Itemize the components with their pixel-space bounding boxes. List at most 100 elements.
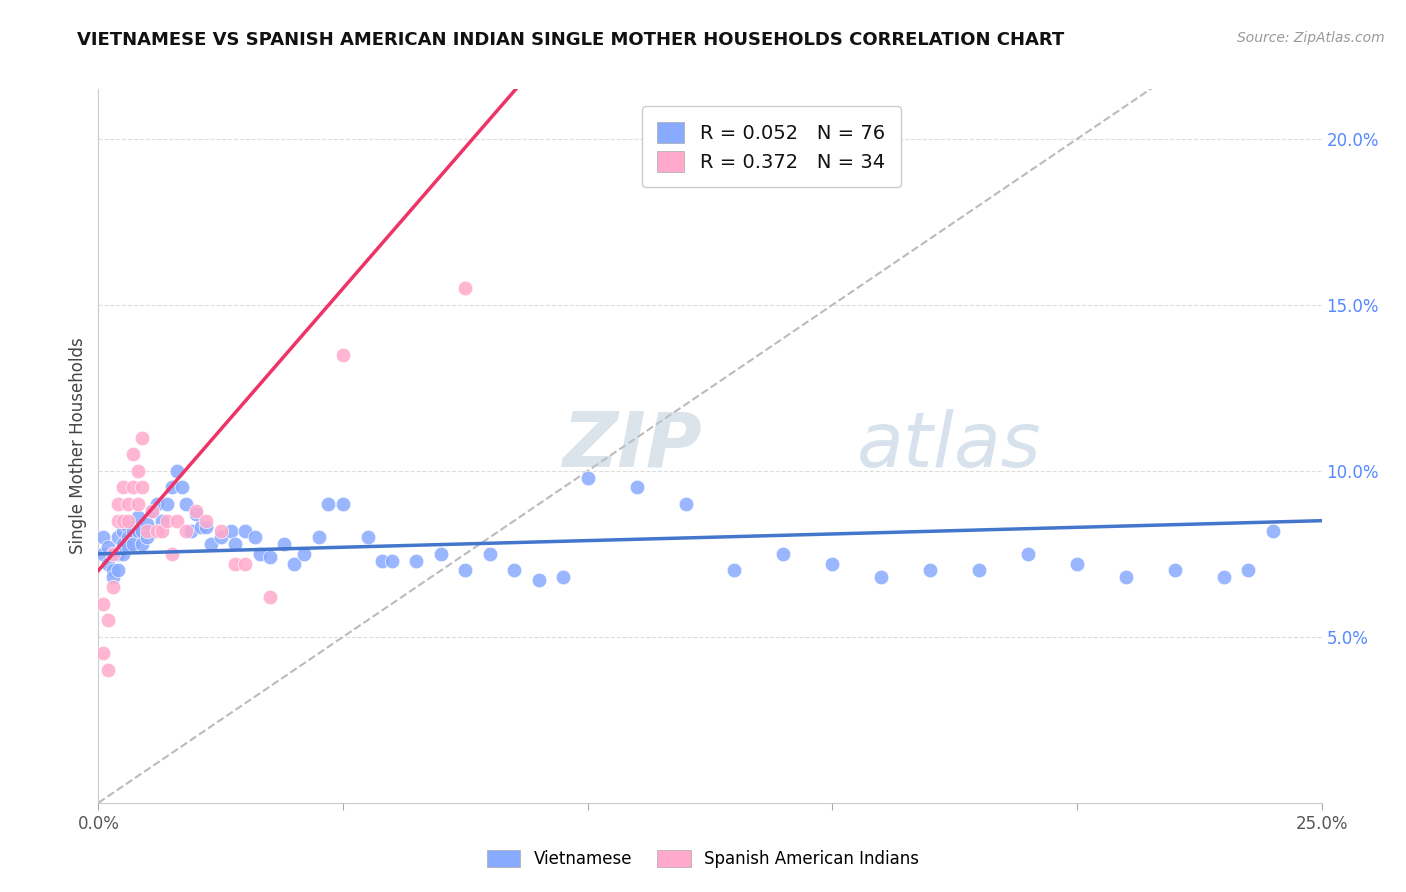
Point bbox=[273, 537, 295, 551]
Point bbox=[131, 524, 153, 538]
Point bbox=[209, 530, 232, 544]
Point bbox=[156, 514, 179, 528]
Point bbox=[111, 537, 134, 551]
Point bbox=[111, 481, 134, 495]
Point bbox=[190, 520, 212, 534]
Point bbox=[176, 524, 198, 538]
Point bbox=[219, 524, 242, 538]
Point bbox=[249, 547, 271, 561]
Point bbox=[150, 514, 173, 528]
Point bbox=[233, 557, 256, 571]
Point bbox=[527, 574, 550, 588]
Point bbox=[146, 524, 169, 538]
Point bbox=[97, 613, 120, 627]
Point bbox=[772, 547, 794, 561]
Point bbox=[821, 557, 844, 571]
Point bbox=[332, 348, 354, 362]
Point bbox=[121, 524, 143, 538]
Point bbox=[156, 497, 179, 511]
Point bbox=[97, 557, 120, 571]
Point bbox=[209, 524, 232, 538]
Point bbox=[180, 524, 202, 538]
Point bbox=[259, 590, 281, 604]
Point bbox=[454, 281, 477, 295]
Point bbox=[117, 497, 139, 511]
Text: VIETNAMESE VS SPANISH AMERICAN INDIAN SINGLE MOTHER HOUSEHOLDS CORRELATION CHART: VIETNAMESE VS SPANISH AMERICAN INDIAN SI… bbox=[77, 31, 1064, 49]
Point bbox=[101, 580, 124, 594]
Point bbox=[146, 497, 169, 511]
Point bbox=[141, 504, 163, 518]
Point bbox=[107, 547, 129, 561]
Point bbox=[166, 464, 188, 478]
Point bbox=[150, 524, 173, 538]
Point bbox=[166, 514, 188, 528]
Point bbox=[127, 510, 149, 524]
Point bbox=[478, 547, 501, 561]
Point bbox=[723, 564, 745, 578]
Point bbox=[243, 530, 266, 544]
Point bbox=[224, 557, 246, 571]
Text: Source: ZipAtlas.com: Source: ZipAtlas.com bbox=[1237, 31, 1385, 45]
Point bbox=[259, 550, 281, 565]
Legend: R = 0.052   N = 76, R = 0.372   N = 34: R = 0.052 N = 76, R = 0.372 N = 34 bbox=[641, 106, 901, 187]
Point bbox=[121, 537, 143, 551]
Point bbox=[131, 431, 153, 445]
Point bbox=[920, 564, 942, 578]
Point bbox=[332, 497, 354, 511]
Point bbox=[870, 570, 893, 584]
Point bbox=[1115, 570, 1137, 584]
Y-axis label: Single Mother Households: Single Mother Households bbox=[69, 338, 87, 554]
Point bbox=[91, 530, 114, 544]
Point bbox=[136, 530, 159, 544]
Point bbox=[170, 481, 193, 495]
Point bbox=[371, 553, 394, 567]
Point bbox=[97, 663, 120, 677]
Point bbox=[107, 564, 129, 578]
Point bbox=[121, 447, 143, 461]
Point bbox=[405, 553, 427, 567]
Point bbox=[308, 530, 330, 544]
Text: atlas: atlas bbox=[856, 409, 1042, 483]
Point bbox=[101, 547, 124, 561]
Text: ZIP: ZIP bbox=[564, 409, 703, 483]
Point bbox=[111, 514, 134, 528]
Point bbox=[111, 524, 134, 538]
Point bbox=[576, 470, 599, 484]
Point bbox=[131, 537, 153, 551]
Point bbox=[1261, 524, 1284, 538]
Point bbox=[195, 514, 218, 528]
Legend: Vietnamese, Spanish American Indians: Vietnamese, Spanish American Indians bbox=[481, 843, 925, 875]
Point bbox=[176, 497, 198, 511]
Point bbox=[292, 547, 315, 561]
Point bbox=[1066, 557, 1088, 571]
Point bbox=[136, 524, 159, 538]
Point bbox=[111, 547, 134, 561]
Point bbox=[430, 547, 453, 561]
Point bbox=[91, 547, 114, 561]
Point bbox=[160, 547, 183, 561]
Point bbox=[131, 481, 153, 495]
Point bbox=[200, 537, 222, 551]
Point bbox=[117, 520, 139, 534]
Point bbox=[503, 564, 526, 578]
Point bbox=[101, 547, 124, 561]
Point bbox=[553, 570, 575, 584]
Point bbox=[1164, 564, 1187, 578]
Point bbox=[356, 530, 378, 544]
Point bbox=[283, 557, 305, 571]
Point bbox=[160, 481, 183, 495]
Point bbox=[224, 537, 246, 551]
Point bbox=[195, 520, 218, 534]
Point bbox=[117, 514, 139, 528]
Point bbox=[967, 564, 990, 578]
Point bbox=[117, 530, 139, 544]
Point bbox=[117, 540, 139, 554]
Point bbox=[121, 481, 143, 495]
Point bbox=[127, 497, 149, 511]
Point bbox=[1017, 547, 1039, 561]
Point bbox=[107, 497, 129, 511]
Point bbox=[454, 564, 477, 578]
Point bbox=[186, 507, 208, 521]
Point bbox=[186, 504, 208, 518]
Point bbox=[1237, 564, 1260, 578]
